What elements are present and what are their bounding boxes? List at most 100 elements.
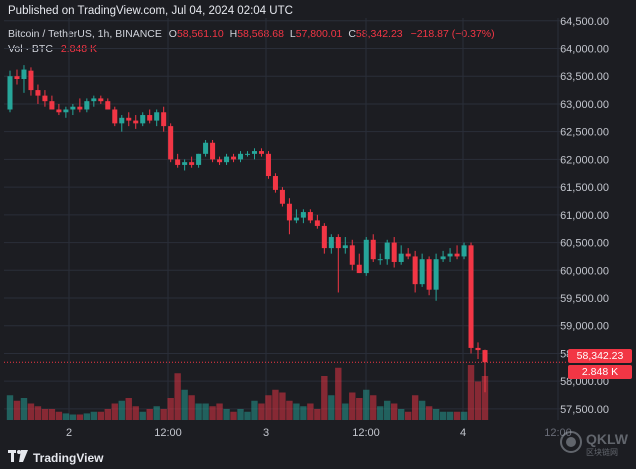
low-value: 57,800.01 (295, 28, 343, 40)
x-tick-label: 2 (66, 427, 72, 439)
volume-bar (125, 398, 132, 420)
candle-body (35, 90, 41, 96)
volume-bar (453, 411, 461, 420)
candle-body (203, 142, 209, 154)
volume-bar (265, 395, 272, 420)
volume-bar (69, 414, 77, 420)
candle-body (28, 70, 34, 91)
y-tick-label: 60,500.00 (560, 238, 609, 250)
volume-bar (55, 411, 63, 420)
candle-body (175, 159, 181, 165)
candle-body (265, 153, 271, 177)
candle-body (335, 237, 341, 249)
volume-bar (230, 411, 237, 420)
volume-value: 2.848 K (60, 43, 98, 55)
candle-body (384, 242, 390, 260)
candle-body (21, 69, 27, 79)
candle-body (272, 176, 278, 190)
candle-body (398, 253, 404, 262)
candle-body (314, 220, 320, 226)
volume-bar (62, 413, 70, 420)
candle-body (217, 159, 223, 163)
candle-body (321, 225, 327, 249)
low-label: L (289, 28, 296, 40)
volume-bar (132, 406, 139, 420)
candle-body (133, 120, 139, 124)
volume-bar (307, 403, 314, 420)
volume-bar (223, 409, 230, 420)
volume-bar (251, 400, 258, 420)
volume-bar (41, 409, 49, 420)
volume-bar (237, 409, 244, 420)
last-volume-tag: 2.848 K (568, 365, 632, 379)
candle-body (377, 259, 383, 261)
close-value: 58,342.23 (355, 28, 403, 40)
candle-body (147, 115, 153, 121)
candle-body (189, 162, 195, 165)
volume-bar (27, 403, 35, 420)
candle-body (258, 151, 264, 154)
volume-bar (153, 406, 160, 420)
x-tick-label: 12:00 (154, 427, 182, 439)
candle-body (370, 239, 376, 260)
candle-body (307, 212, 313, 221)
x-tick-label: 12:00 (352, 427, 380, 439)
volume-bar (83, 413, 91, 420)
volume-bar (328, 395, 335, 420)
candle-body (77, 106, 83, 110)
candle-body (84, 101, 90, 110)
candle-body (342, 245, 348, 249)
candle-body (154, 112, 160, 121)
volume-bar (418, 400, 426, 420)
volume-bar (363, 389, 370, 420)
candle-body (454, 253, 460, 257)
volume-bar (160, 409, 167, 420)
volume-bar (34, 406, 42, 420)
volume-bar (384, 400, 391, 420)
candle-body (161, 112, 167, 127)
volume-bar (216, 403, 223, 420)
candle-body (412, 256, 418, 285)
candle-body (210, 142, 216, 160)
volume-bar (314, 409, 321, 420)
volume-bar (111, 403, 118, 420)
candle-body (168, 126, 174, 160)
candle-body (363, 239, 369, 274)
volume-bar (48, 409, 56, 420)
candle-body (468, 245, 474, 348)
candle-body (440, 256, 446, 260)
volume-bar (397, 409, 405, 420)
time-axis: 2 12:00 3 12:00 4 12:00 (66, 427, 572, 439)
candle-body (419, 259, 425, 285)
candle-body (196, 153, 202, 165)
y-tick-label: 61,000.00 (560, 210, 609, 222)
watermark-text: QKLW (586, 431, 628, 447)
y-tick-label: 62,500.00 (560, 127, 609, 139)
y-tick-label: 62,000.00 (560, 154, 609, 166)
y-tick-label: 60,000.00 (560, 265, 609, 277)
candle-body (98, 98, 104, 102)
y-tick-label: 64,500.00 (560, 16, 609, 28)
volume-bar (370, 395, 377, 420)
candle-body (182, 162, 188, 165)
volume-bar (181, 389, 188, 420)
volume-bar (20, 398, 28, 420)
volume-bar (272, 389, 279, 420)
volume-bar (460, 411, 468, 420)
volume-bar (6, 395, 14, 420)
footer-brand[interactable]: TradingView (8, 449, 103, 467)
y-tick-label: 58,000.00 (560, 376, 609, 388)
price-chart[interactable]: 57,500.0058,000.0058,500.0059,000.0059,5… (0, 0, 636, 447)
open-label: O (168, 28, 177, 40)
volume-bar (390, 403, 398, 420)
candle-body (63, 109, 69, 113)
volume-bar (411, 395, 419, 420)
volume-bar (425, 406, 433, 420)
volume-bar (118, 400, 125, 420)
volume-bar (167, 398, 174, 420)
candle-body (433, 259, 439, 290)
volume-bar (446, 411, 454, 420)
volume-bars (6, 365, 489, 420)
high-label: H (229, 28, 238, 40)
volume-bar (377, 406, 384, 420)
